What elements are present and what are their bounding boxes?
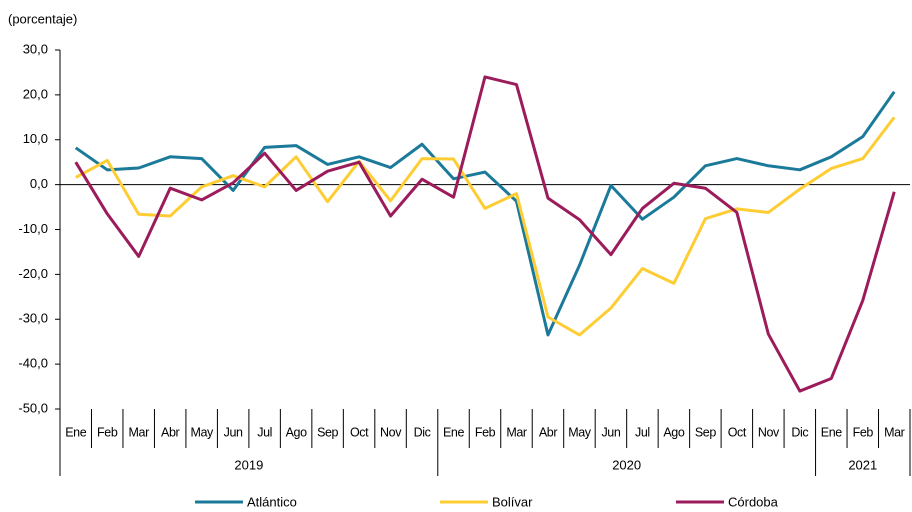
- x-tick-label: Abr: [161, 425, 179, 439]
- x-tick-label: Ago: [663, 425, 684, 439]
- group-label: 2019: [234, 457, 263, 472]
- group-label: 2021: [848, 457, 877, 472]
- x-tick-label: Sep: [695, 425, 716, 439]
- x-tick-label: Oct: [728, 425, 747, 439]
- x-tick-label: Ago: [286, 425, 307, 439]
- group-label: 2020: [612, 457, 641, 472]
- x-tick-label: Mar: [884, 425, 905, 439]
- y-tick-label: -50,0: [18, 400, 48, 415]
- x-tick-label: Jun: [224, 425, 243, 439]
- x-tick-label: Feb: [853, 425, 874, 439]
- legend-label: Atlántico: [247, 494, 297, 509]
- legend-label: Córdoba: [728, 494, 779, 509]
- x-tick-label: Mar: [506, 425, 527, 439]
- y-tick-label: -30,0: [18, 311, 48, 326]
- series-line: [74, 75, 896, 393]
- x-tick-label: Abr: [539, 425, 557, 439]
- y-tick-label: 30,0: [23, 41, 48, 56]
- series-line: [75, 116, 896, 337]
- y-tick-label: 0,0: [30, 176, 48, 191]
- legend-label: Bolívar: [492, 494, 533, 509]
- x-tick-label: Sep: [317, 425, 338, 439]
- x-tick-label: May: [568, 425, 592, 439]
- x-tick-label: Nov: [758, 425, 780, 439]
- y-axis-label: (porcentaje): [8, 11, 77, 26]
- series-line: [74, 90, 896, 337]
- x-tick-label: Jun: [601, 425, 620, 439]
- x-tick-label: Dic: [414, 425, 431, 439]
- y-tick-label: -10,0: [18, 221, 48, 236]
- x-tick-label: Feb: [97, 425, 118, 439]
- x-tick-label: May: [190, 425, 214, 439]
- x-tick-label: Jul: [635, 425, 650, 439]
- x-tick-label: Ene: [443, 425, 464, 439]
- x-tick-label: Nov: [380, 425, 402, 439]
- y-tick-label: -40,0: [18, 356, 48, 371]
- x-tick-label: Oct: [350, 425, 369, 439]
- x-tick-label: Jul: [257, 425, 272, 439]
- x-tick-label: Feb: [475, 425, 496, 439]
- x-tick-label: Ene: [821, 425, 842, 439]
- x-tick-label: Ene: [65, 425, 86, 439]
- y-tick-label: -20,0: [18, 266, 48, 281]
- y-tick-label: 20,0: [23, 86, 48, 101]
- x-tick-label: Mar: [129, 425, 150, 439]
- y-tick-label: 10,0: [23, 131, 48, 146]
- x-tick-label: Dic: [791, 425, 808, 439]
